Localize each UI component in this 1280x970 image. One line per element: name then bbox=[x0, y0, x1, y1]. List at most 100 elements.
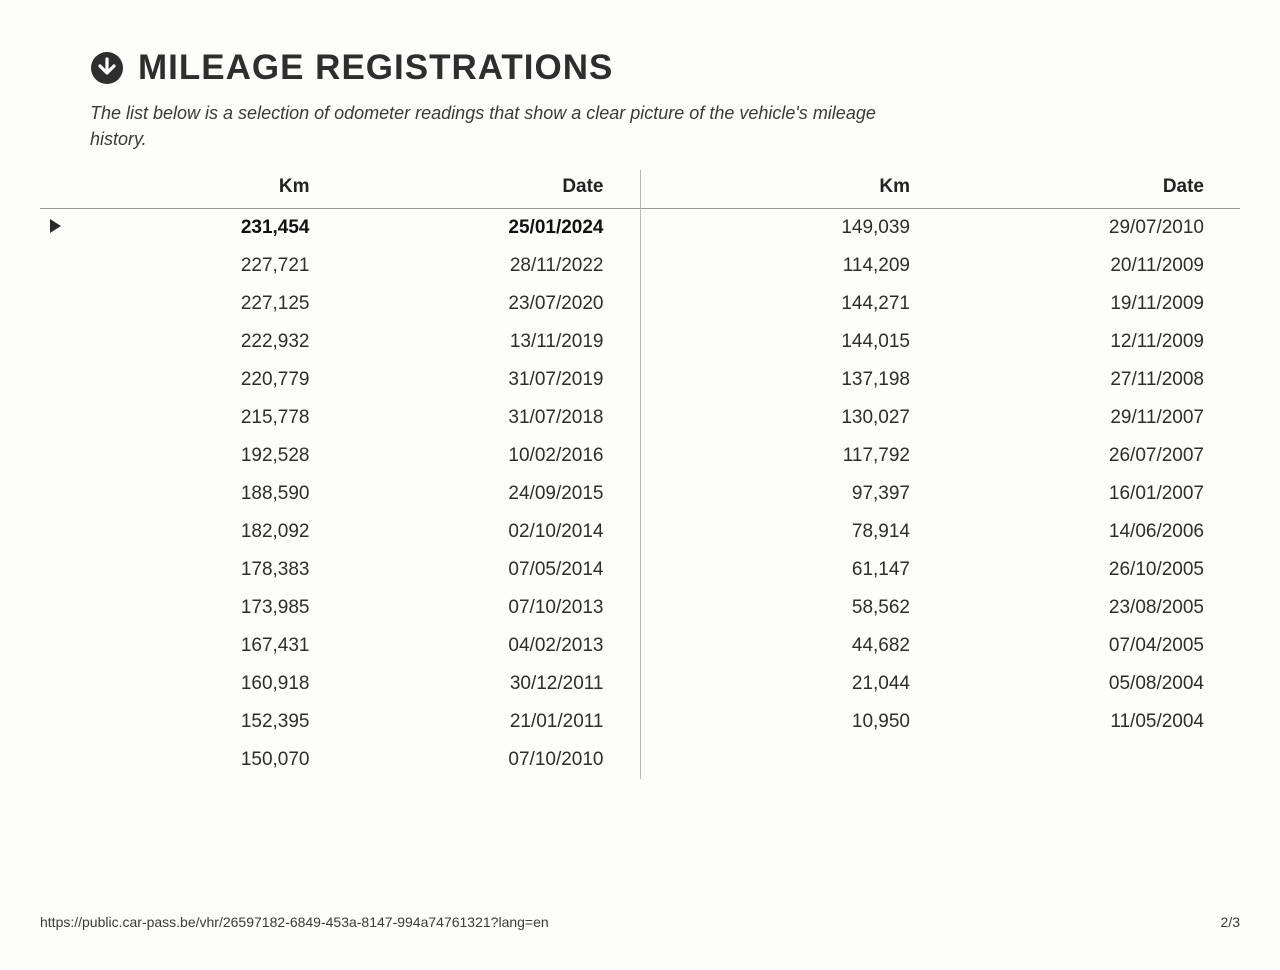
cell-date: 07/04/2005 bbox=[940, 635, 1240, 657]
cell-date: 04/02/2013 bbox=[340, 635, 640, 657]
cell-date: 11/05/2004 bbox=[940, 711, 1240, 733]
mileage-table: Km Date 231,45425/01/2024227,72128/11/20… bbox=[40, 170, 1240, 779]
page-title: MILEAGE REGISTRATIONS bbox=[138, 48, 613, 88]
cell-km: 78,914 bbox=[671, 521, 941, 543]
section-header: MILEAGE REGISTRATIONS The list below is … bbox=[40, 48, 1240, 152]
page-subtitle: The list below is a selection of odomete… bbox=[90, 100, 910, 152]
table-row: 227,12523/07/2020 bbox=[40, 285, 640, 323]
cell-date: 10/02/2016 bbox=[340, 445, 640, 467]
table-body-right: 149,03929/07/2010114,20920/11/2009144,27… bbox=[641, 209, 1241, 741]
table-row: 192,52810/02/2016 bbox=[40, 437, 640, 475]
table-row: 61,14726/10/2005 bbox=[641, 551, 1241, 589]
cell-date: 20/11/2009 bbox=[940, 255, 1240, 277]
cell-date: 26/10/2005 bbox=[940, 559, 1240, 581]
table-row: 130,02729/11/2007 bbox=[641, 399, 1241, 437]
cell-date: 07/05/2014 bbox=[340, 559, 640, 581]
table-row: 152,39521/01/2011 bbox=[40, 703, 640, 741]
table-body-left: 231,45425/01/2024227,72128/11/2022227,12… bbox=[40, 209, 640, 779]
table-row: 97,39716/01/2007 bbox=[641, 475, 1241, 513]
cell-date: 31/07/2019 bbox=[340, 369, 640, 391]
table-row: 117,79226/07/2007 bbox=[641, 437, 1241, 475]
table-header: Km Date bbox=[641, 170, 1241, 209]
table-row: 227,72128/11/2022 bbox=[40, 247, 640, 285]
cell-date: 02/10/2014 bbox=[340, 521, 640, 543]
cell-km: 227,125 bbox=[88, 293, 340, 315]
cell-date: 24/09/2015 bbox=[340, 483, 640, 505]
cell-km: 144,015 bbox=[671, 331, 941, 353]
cell-km: 144,271 bbox=[671, 293, 941, 315]
cell-km: 220,779 bbox=[88, 369, 340, 391]
cell-km: 167,431 bbox=[88, 635, 340, 657]
cell-km: 130,027 bbox=[671, 407, 941, 429]
cell-km: 21,044 bbox=[671, 673, 941, 695]
table-row: 58,56223/08/2005 bbox=[641, 589, 1241, 627]
table-row: 21,04405/08/2004 bbox=[641, 665, 1241, 703]
table-row: 160,91830/12/2011 bbox=[40, 665, 640, 703]
col-header-km: Km bbox=[88, 176, 340, 198]
cell-km: 227,721 bbox=[88, 255, 340, 277]
col-header-date: Date bbox=[940, 176, 1240, 198]
cell-km: 222,932 bbox=[88, 331, 340, 353]
cell-km: 114,209 bbox=[671, 255, 941, 277]
title-row: MILEAGE REGISTRATIONS bbox=[90, 48, 1240, 88]
cell-date: 21/01/2011 bbox=[340, 711, 640, 733]
cell-km: 149,039 bbox=[671, 217, 941, 239]
table-row: 10,95011/05/2004 bbox=[641, 703, 1241, 741]
page-footer: https://public.car-pass.be/vhr/26597182-… bbox=[40, 914, 1240, 930]
cell-date: 31/07/2018 bbox=[340, 407, 640, 429]
table-row: 220,77931/07/2019 bbox=[40, 361, 640, 399]
cell-date: 27/11/2008 bbox=[940, 369, 1240, 391]
cell-km: 10,950 bbox=[671, 711, 941, 733]
cell-date: 28/11/2022 bbox=[340, 255, 640, 277]
cell-date: 23/08/2005 bbox=[940, 597, 1240, 619]
cell-date: 05/08/2004 bbox=[940, 673, 1240, 695]
cell-km: 188,590 bbox=[88, 483, 340, 505]
row-marker bbox=[40, 217, 88, 239]
page: MILEAGE REGISTRATIONS The list below is … bbox=[0, 0, 1280, 970]
mileage-column-left: Km Date 231,45425/01/2024227,72128/11/20… bbox=[40, 170, 640, 779]
cell-date: 25/01/2024 bbox=[340, 217, 640, 239]
col-header-date: Date bbox=[340, 176, 640, 198]
cell-km: 44,682 bbox=[671, 635, 941, 657]
table-row: 149,03929/07/2010 bbox=[641, 209, 1241, 247]
cell-km: 97,397 bbox=[671, 483, 941, 505]
footer-page-number: 2/3 bbox=[1221, 914, 1240, 930]
header-spacer bbox=[40, 176, 88, 198]
cell-date: 30/12/2011 bbox=[340, 673, 640, 695]
table-row: 178,38307/05/2014 bbox=[40, 551, 640, 589]
cell-km: 150,070 bbox=[88, 749, 340, 771]
cell-km: 152,395 bbox=[88, 711, 340, 733]
cell-km: 58,562 bbox=[671, 597, 941, 619]
table-row: 144,01512/11/2009 bbox=[641, 323, 1241, 361]
cell-date: 14/06/2006 bbox=[940, 521, 1240, 543]
table-row: 215,77831/07/2018 bbox=[40, 399, 640, 437]
header-spacer bbox=[641, 176, 671, 198]
cell-km: 160,918 bbox=[88, 673, 340, 695]
table-row: 150,07007/10/2010 bbox=[40, 741, 640, 779]
table-row: 44,68207/04/2005 bbox=[641, 627, 1241, 665]
cell-date: 26/07/2007 bbox=[940, 445, 1240, 467]
cell-date: 19/11/2009 bbox=[940, 293, 1240, 315]
cell-date: 23/07/2020 bbox=[340, 293, 640, 315]
mileage-column-right: Km Date 149,03929/07/2010114,20920/11/20… bbox=[641, 170, 1241, 779]
table-row: 182,09202/10/2014 bbox=[40, 513, 640, 551]
cell-km: 178,383 bbox=[88, 559, 340, 581]
cell-km: 215,778 bbox=[88, 407, 340, 429]
col-header-km: Km bbox=[671, 176, 941, 198]
table-row: 231,45425/01/2024 bbox=[40, 209, 640, 247]
arrow-down-circle-icon bbox=[90, 51, 124, 85]
table-row: 78,91414/06/2006 bbox=[641, 513, 1241, 551]
cell-date: 29/07/2010 bbox=[940, 217, 1240, 239]
cell-date: 13/11/2019 bbox=[340, 331, 640, 353]
cell-date: 12/11/2009 bbox=[940, 331, 1240, 353]
cell-date: 29/11/2007 bbox=[940, 407, 1240, 429]
table-row: 114,20920/11/2009 bbox=[641, 247, 1241, 285]
cell-km: 231,454 bbox=[88, 217, 340, 239]
cell-km: 61,147 bbox=[671, 559, 941, 581]
table-row: 188,59024/09/2015 bbox=[40, 475, 640, 513]
table-header: Km Date bbox=[40, 170, 640, 209]
cell-date: 07/10/2010 bbox=[340, 749, 640, 771]
table-row: 167,43104/02/2013 bbox=[40, 627, 640, 665]
cell-km: 192,528 bbox=[88, 445, 340, 467]
cell-km: 173,985 bbox=[88, 597, 340, 619]
